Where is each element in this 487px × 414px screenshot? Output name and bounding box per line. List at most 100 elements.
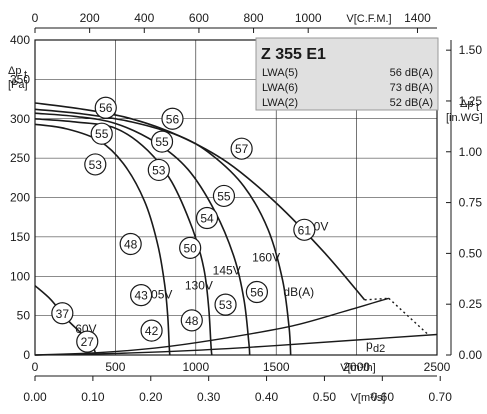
- sound-level-value: 48: [124, 237, 138, 251]
- curve-extension: [388, 297, 430, 336]
- sound-level-badge: [147, 158, 170, 182]
- sound-level-badge: [180, 309, 203, 332]
- bottom2-tick-label: 0.60: [371, 390, 395, 404]
- sound-level-badge: [293, 218, 316, 241]
- sound-level-value: 53: [89, 158, 103, 172]
- system-curve: [34, 297, 389, 356]
- curve-label-145v: 145V: [213, 264, 241, 278]
- top-tick-label: 1400: [404, 11, 431, 25]
- right-tick-label: 1.50: [459, 43, 483, 57]
- sound-level-value: 55: [95, 127, 109, 141]
- bottom2-tick-label: 0.70: [429, 390, 453, 404]
- left-axis-unit: [Pa]: [8, 79, 28, 91]
- sound-level-value: 55: [155, 135, 169, 149]
- bottom-axis-label: V[m³/h]: [340, 362, 375, 374]
- top-tick-label: 0: [32, 11, 39, 25]
- right-axis-label: Δp: [460, 98, 473, 110]
- curve-label-dba: dB(A): [283, 285, 314, 299]
- sound-level-badge: [161, 107, 184, 130]
- sound-level-badge: [76, 330, 99, 353]
- bottom-tick-label: 1500: [263, 360, 290, 374]
- right-tick-label: 0.25: [459, 297, 483, 311]
- bottom-tick-label: 0: [32, 360, 39, 374]
- info-value-lwa5: 56 dB(A): [390, 67, 433, 79]
- right-axis-unit: [in.WG]: [446, 112, 483, 124]
- left-tick-label: 350: [10, 72, 30, 86]
- sound-level-badge: [245, 280, 269, 304]
- right-tick-label: 1.00: [459, 145, 483, 159]
- left-tick-label: 400: [10, 33, 30, 47]
- bottom-tick-label: 2500: [424, 360, 451, 374]
- info-label-lwa2: LWA(2): [262, 97, 298, 109]
- left-tick-label: 250: [10, 151, 30, 165]
- info-box-background: [255, 37, 439, 111]
- sound-level-value: 50: [183, 241, 197, 255]
- sound-level-badge: [51, 302, 74, 325]
- sound-level-value: 56: [99, 101, 113, 115]
- info-label-lwa5: LWA(5): [262, 67, 298, 79]
- left-axis-label: Δp: [8, 65, 21, 77]
- sound-level-badge: [84, 153, 107, 176]
- right-tick-label: 0.50: [459, 246, 483, 260]
- right-tick-label: 0.00: [459, 348, 483, 362]
- sound-level-badge: [140, 319, 163, 342]
- info-box: Z 355 E1 LWA(5) 56 dB(A) LWA(6) 73 dB(A)…: [255, 37, 439, 111]
- sound-level-badge: [150, 130, 174, 153]
- left-tick-label: 200: [10, 191, 30, 205]
- sound-level-value: 42: [145, 324, 159, 338]
- sound-level-value: 27: [81, 335, 95, 349]
- left-tick-label: 0: [23, 348, 30, 362]
- sound-level-value: 48: [185, 314, 199, 328]
- top-tick-label: 1000: [295, 11, 322, 25]
- pd2-label: p: [366, 338, 373, 352]
- sound-level-badge: [119, 232, 142, 256]
- sound-level-badge: [214, 293, 237, 316]
- sound-level-value: 56: [166, 112, 180, 126]
- fan-curve-105v: [34, 123, 171, 356]
- curve-label-160v: 160V: [252, 250, 280, 264]
- plot-frame: [34, 39, 438, 356]
- sound-level-badge: [195, 206, 219, 230]
- sound-level-value: 53: [152, 163, 166, 177]
- model-title: Z 355 E1: [261, 46, 326, 63]
- fan-curve-145v: [34, 112, 251, 356]
- sound-level-badge: [212, 184, 236, 208]
- pd2-label-sub: d2: [373, 343, 385, 355]
- sound-level-badge: [90, 122, 113, 145]
- sound-level-value: 56: [250, 286, 264, 300]
- top-tick-label: 400: [134, 11, 154, 25]
- curve-label-130v: 130V: [185, 279, 213, 293]
- curve-extension: [364, 297, 389, 301]
- top-tick-label: 600: [189, 11, 209, 25]
- sound-level-badge: [94, 96, 117, 119]
- bottom2-tick-label: 0.20: [139, 390, 163, 404]
- right-tick-label: 0.75: [459, 196, 483, 210]
- bottom2-tick-label: 0.00: [23, 390, 47, 404]
- bottom2-tick-label: 0.50: [313, 390, 337, 404]
- info-label-lwa6: LWA(6): [262, 82, 298, 94]
- top-tick-label: 800: [244, 11, 264, 25]
- top-tick-label: 200: [80, 11, 100, 25]
- right-tick-label: 1.25: [459, 94, 483, 108]
- info-value-lwa6: 73 dB(A): [390, 82, 433, 94]
- left-tick-label: 100: [10, 269, 30, 283]
- sound-level-value: 37: [56, 307, 70, 321]
- bottom-tick-label: 2000: [343, 360, 370, 374]
- fan-curve-130v: [34, 118, 213, 356]
- bottom2-tick-label: 0.30: [197, 390, 221, 404]
- left-tick-label: 150: [10, 230, 30, 244]
- left-tick-label: 300: [10, 112, 30, 126]
- sound-level-badge: [230, 137, 253, 160]
- bottom-tick-label: 500: [105, 360, 125, 374]
- sound-level-value: 54: [200, 211, 214, 225]
- left-tick-label: 50: [17, 309, 31, 323]
- bottom2-axis-label: V[m³/s]: [351, 392, 386, 404]
- bottom2-tick-label: 0.40: [255, 390, 279, 404]
- sound-level-badge: [130, 284, 153, 307]
- fan-curves: [34, 102, 438, 356]
- bottom2-tick-label: 0.10: [81, 390, 105, 404]
- top-axis-label: V[C.F.M.]: [346, 13, 391, 25]
- left-axis-label-sub: t: [24, 69, 27, 81]
